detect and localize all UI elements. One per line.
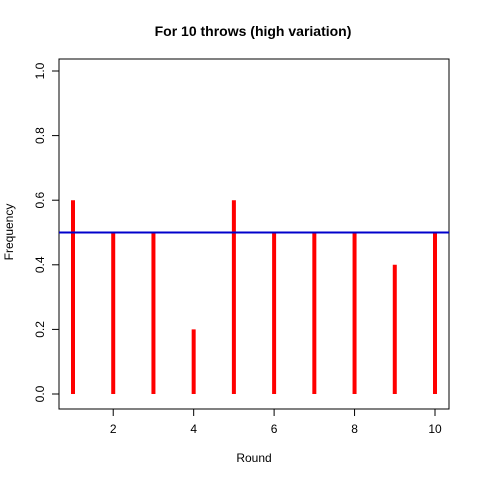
y-tick-label-1: 0.2	[33, 321, 47, 338]
y-tick-label-0: 0.0	[33, 385, 47, 402]
x-tick-label-2: 2	[110, 422, 117, 436]
x-tick-label-4: 4	[190, 422, 197, 436]
x-axis: 2 4 6 8 10	[110, 409, 442, 436]
x-tick-label-6: 6	[271, 422, 278, 436]
bars	[71, 200, 437, 394]
x-tick-label-8: 8	[351, 422, 358, 436]
x-tick-label-10: 10	[428, 422, 442, 436]
y-axis-label: Frequency	[2, 204, 16, 261]
y-tick-label-4: 0.8	[33, 127, 47, 144]
x-axis-label: Round	[236, 451, 271, 465]
y-tick-label-2: 0.4	[33, 256, 47, 273]
plot-frame	[58, 58, 450, 410]
chart-title: For 10 throws (high variation)	[155, 23, 352, 39]
y-tick-label-3: 0.6	[33, 192, 47, 209]
y-tick-label-5: 1.0	[33, 62, 47, 79]
y-axis: 0.0 0.2 0.4 0.6 0.8 1.0	[33, 62, 59, 402]
